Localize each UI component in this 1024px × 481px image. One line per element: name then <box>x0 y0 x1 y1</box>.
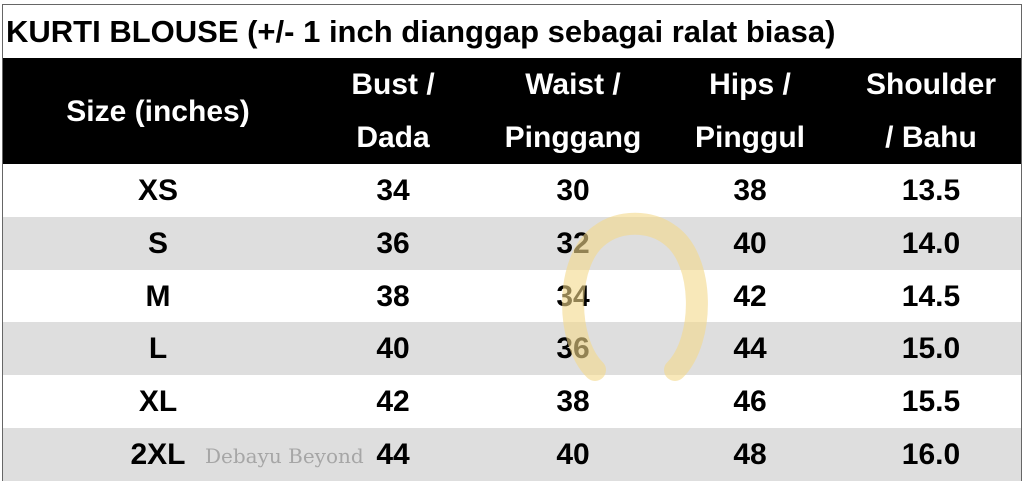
table-cell: 15.0 <box>901 332 961 366</box>
header-line: Pinggang <box>504 121 642 154</box>
table-cell: 38 <box>556 385 590 419</box>
table-cell: S <box>147 226 168 260</box>
table-cell: 48 <box>733 438 767 471</box>
table-cell: L <box>148 332 168 366</box>
table-cell: 44 <box>376 438 410 471</box>
table-cell: 36 <box>556 332 590 366</box>
table-cell: 40 <box>556 438 590 471</box>
table-row: L 40 36 44 15.0 <box>3 322 1021 376</box>
watermark-text: Debayu Beyond <box>205 444 364 468</box>
header-shoulder: Shoulder / Bahu <box>841 58 1021 164</box>
header-line: Shoulder <box>865 68 996 101</box>
table-header: Size (inches) Bust / Dada Waist / Pinggang… <box>3 58 1021 164</box>
table-cell: M <box>145 279 171 313</box>
header-line: Waist / <box>525 68 621 101</box>
table-cell: 46 <box>733 385 767 419</box>
table-row: 2XL 44 40 48 16.0 <box>3 428 1021 481</box>
table-row: XS 34 30 38 13.5 <box>3 164 1021 217</box>
table-row: M 38 34 42 14.5 <box>3 270 1021 323</box>
header-line: Hips / <box>709 68 791 101</box>
header-waist: Waist / Pinggang <box>483 58 663 164</box>
table-cell: XL <box>138 385 178 419</box>
table-cell: 34 <box>556 279 590 313</box>
table-cell: 14.5 <box>901 279 961 313</box>
table-cell: 34 <box>376 174 410 207</box>
table-cell: 40 <box>733 226 767 260</box>
table-cell: 42 <box>376 385 410 419</box>
table-cell: 40 <box>376 332 410 366</box>
table-cell: 32 <box>556 226 590 260</box>
table-cell: 38 <box>376 279 410 313</box>
header-line: Pinggul <box>695 121 805 154</box>
header-bust: Bust / Dada <box>323 58 463 164</box>
header-size: Size (inches) <box>66 94 250 128</box>
table-cell: 36 <box>376 226 410 260</box>
header-line: Bust / <box>351 68 435 101</box>
table-cell: 15.5 <box>901 385 961 419</box>
table-cell: 30 <box>556 174 590 207</box>
table-row: XL 42 38 46 15.5 <box>3 375 1021 428</box>
header-line: Dada <box>356 121 430 154</box>
table-cell: 38 <box>733 174 767 207</box>
table-cell: 2XL <box>130 438 186 471</box>
table-cell: XS <box>137 174 179 207</box>
table-cell: 42 <box>733 279 767 313</box>
table-cell: 16.0 <box>901 438 961 471</box>
header-hips: Hips / Pinggul <box>675 58 825 164</box>
table-cell: 44 <box>733 332 767 366</box>
table-row: S 36 32 40 14.0 <box>3 216 1021 270</box>
header-line: / Bahu <box>885 121 977 154</box>
table-cell: 14.0 <box>901 226 961 260</box>
table-title: KURTI BLOUSE (+/- 1 inch dianggap sebaga… <box>6 14 836 49</box>
table-cell: 13.5 <box>901 174 961 207</box>
